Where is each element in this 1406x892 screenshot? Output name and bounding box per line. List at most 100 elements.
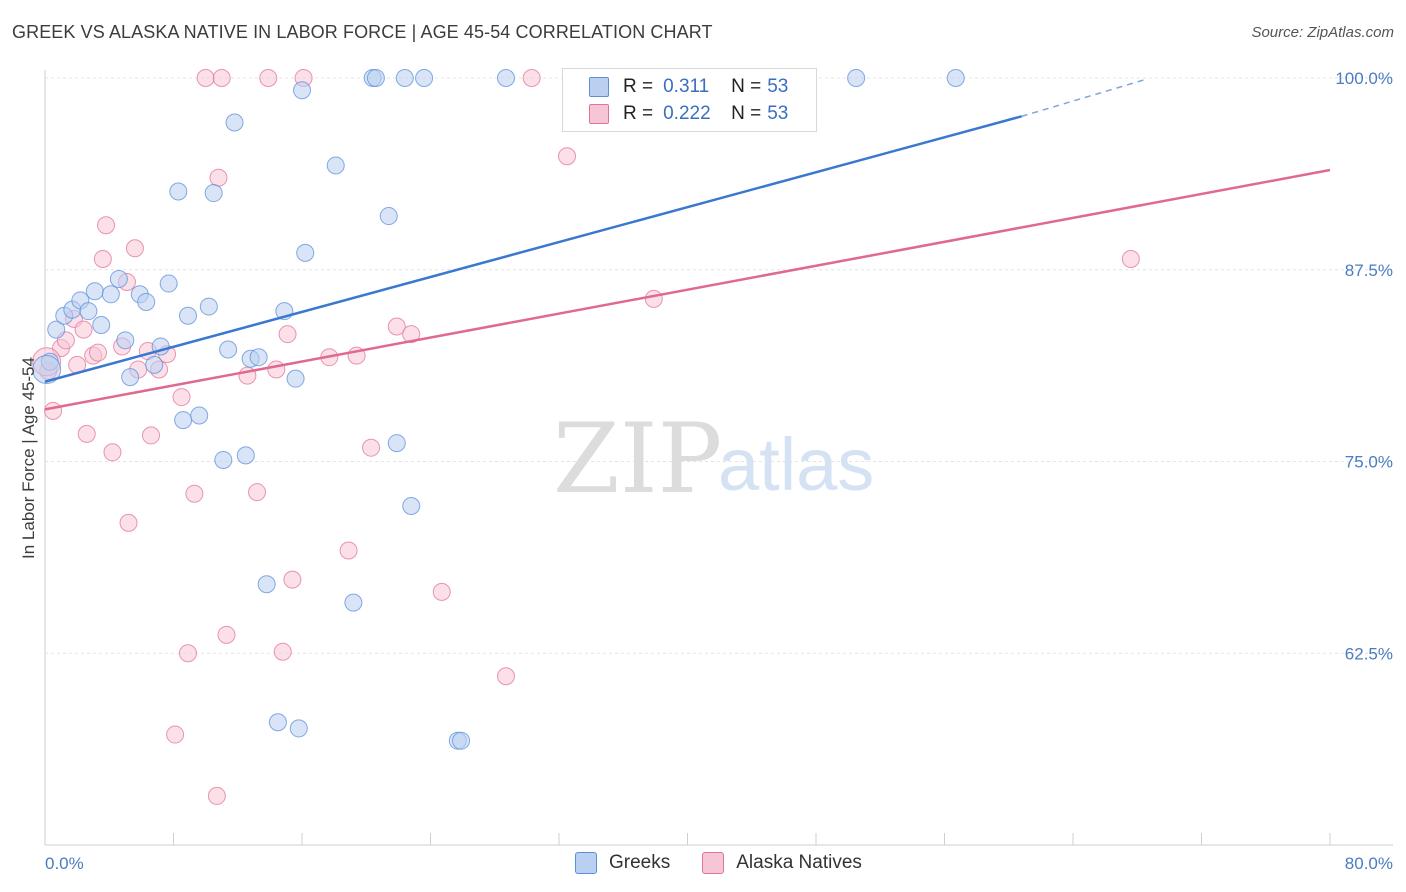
alaska-natives-point [178, 644, 197, 663]
greeks-point [47, 320, 66, 339]
y-tick-label: 62.5% [1345, 644, 1393, 663]
greeks-point [137, 292, 156, 311]
greeks-point [190, 406, 209, 425]
greeks-point [79, 302, 98, 321]
greeks-point [116, 331, 135, 350]
tick-layer: 62.5% 75.0% 87.5% 100.0% 0.0% 80.0% [44, 69, 1393, 873]
alaska-natives-point [267, 360, 286, 379]
greeks-point [178, 306, 197, 325]
legend-r-label: R = [623, 103, 654, 124]
alaska-natives-point [125, 239, 144, 258]
greeks-point [379, 207, 398, 226]
alaska-natives-point [217, 625, 236, 644]
alaska-natives-point [89, 343, 108, 362]
greeks-legend-label: Greeks [609, 852, 671, 873]
alaska-natives-legend-swatch [702, 852, 725, 874]
greeks-point [249, 348, 268, 367]
greeks-point [204, 184, 223, 203]
greeks-point [109, 269, 128, 288]
axes-layer [44, 70, 1393, 846]
chart-title: GREEK VS ALASKA NATIVE IN LABOR FORCE | … [12, 22, 713, 42]
alaska-natives-point [119, 513, 138, 532]
greeks-point [387, 434, 406, 453]
alaska-natives-point [172, 388, 191, 407]
greeks-point [452, 731, 471, 750]
legend-n-value: 53 [767, 103, 789, 124]
legend-n-value: 53 [767, 76, 789, 97]
alaska-natives-trend-line [44, 168, 1331, 411]
alaska-natives-legend-label: Alaska Natives [736, 852, 862, 873]
alaska-natives-point [362, 438, 381, 457]
watermark-atlas: atlas [718, 423, 874, 506]
alaska-natives-point [207, 786, 226, 805]
greeks-point [293, 81, 311, 100]
alaska-natives-point [1121, 250, 1140, 269]
legend-n-label: N = [731, 103, 762, 124]
alaska-natives-point [77, 424, 96, 443]
series-legend-alaska-natives[interactable]: Alaska Natives [702, 852, 862, 874]
legend-r-value: 0.222 [663, 103, 711, 124]
alaska-natives-point [44, 401, 63, 420]
greeks-trend-line [44, 115, 1022, 383]
series-legend-greeks[interactable]: Greeks [575, 852, 670, 874]
alaska-natives-point [212, 69, 231, 87]
y-axis-title: In Labor Force | Age 45-54 [19, 357, 38, 559]
alaska-natives-point [432, 582, 451, 601]
x-tick-label: 80.0% [1345, 854, 1393, 873]
alaska-natives-point [209, 168, 228, 187]
greeks-point [85, 282, 104, 301]
greeks-point [101, 285, 120, 304]
greeks-point [225, 113, 244, 132]
greeks-point [159, 274, 178, 293]
greeks-point [847, 69, 866, 87]
alaska-natives-point [142, 426, 161, 445]
greeks-point [366, 69, 385, 87]
alaska-natives-point [339, 541, 358, 560]
alaska-natives-point [97, 216, 116, 235]
series-legend: Greeks Alaska Natives [575, 852, 894, 874]
greeks-point [92, 315, 111, 334]
greeks-point [169, 182, 188, 201]
watermark-zip: ZIP [553, 403, 722, 515]
alaska-natives-point [166, 725, 185, 744]
greeks-point [395, 69, 414, 87]
alaska-natives-point [278, 325, 297, 344]
alaska-natives-point [93, 250, 112, 269]
greeks-point [496, 69, 515, 87]
alaska-natives-point [196, 69, 215, 87]
greeks-point [145, 355, 164, 374]
greeks-swatch [589, 77, 609, 97]
alaska-natives-point [283, 570, 302, 589]
greeks-point [32, 354, 62, 384]
correlation-legend: R = 0.311 N = 53 R = 0.222 N = 53 [562, 68, 817, 132]
y-tick-label: 75.0% [1345, 453, 1393, 472]
greeks-point [946, 69, 965, 87]
greeks-point [326, 156, 345, 175]
alaska-natives-point [387, 317, 406, 336]
greeks-series [32, 69, 965, 750]
alaska-natives-point [644, 289, 663, 308]
greeks-point [219, 340, 238, 359]
greeks-point [415, 69, 434, 87]
legend-r-label: R = [623, 76, 654, 97]
greeks-point [268, 713, 287, 732]
legend-r-value: 0.311 [663, 76, 710, 97]
greeks-point [214, 450, 233, 469]
alaska-natives-point [273, 642, 292, 661]
greeks-point [121, 368, 140, 387]
chart-source: Source: ZipAtlas.com [1251, 24, 1394, 41]
alaska-natives-point [558, 147, 577, 166]
alaska-natives-point [74, 320, 93, 339]
alaska-natives-point [103, 443, 122, 462]
greeks-point [296, 243, 315, 262]
greeks-point [199, 297, 218, 316]
legend-row-greeks: R = 0.311 N = 53 [563, 74, 788, 100]
greeks-point [286, 369, 305, 388]
watermark: ZIP atlas [553, 403, 874, 515]
alaska-natives-swatch [589, 104, 609, 124]
greeks-legend-swatch [575, 852, 597, 874]
alaska-natives-point [522, 69, 541, 87]
alaska-natives-point [402, 325, 421, 344]
greeks-point [402, 496, 421, 515]
